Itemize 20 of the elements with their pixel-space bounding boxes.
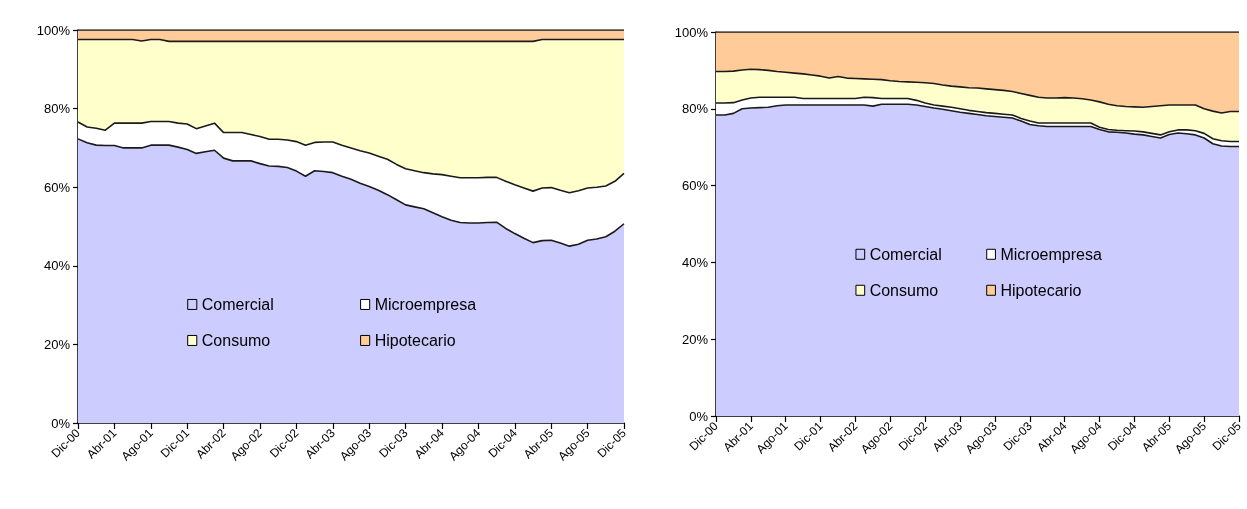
y-tick-label: 80% <box>681 101 709 117</box>
y-tick-label: 20% <box>681 331 709 347</box>
series-label: Consumo <box>869 281 939 299</box>
y-tick-label: 80% <box>43 101 71 117</box>
y-tick-label: 100% <box>674 24 709 40</box>
series-label: Hipotecario <box>1000 281 1082 299</box>
series-label: Microempresa <box>374 295 477 313</box>
y-tick-label: 0% <box>51 415 71 431</box>
series-label: Comercial <box>201 295 274 313</box>
y-tick-label: 60% <box>681 178 709 194</box>
series-label: Microempresa <box>1000 245 1102 263</box>
y-tick-label: 40% <box>681 254 709 270</box>
y-tick-label: 0% <box>689 408 709 424</box>
y-tick-label: 60% <box>43 179 71 195</box>
y-tick-label: 20% <box>43 336 71 352</box>
y-tick-label: 100% <box>36 22 71 38</box>
y-tick-label: 40% <box>43 258 71 274</box>
series-label: Comercial <box>869 245 942 263</box>
series-label: Hipotecario <box>374 331 456 349</box>
series-label: Consumo <box>201 331 271 349</box>
